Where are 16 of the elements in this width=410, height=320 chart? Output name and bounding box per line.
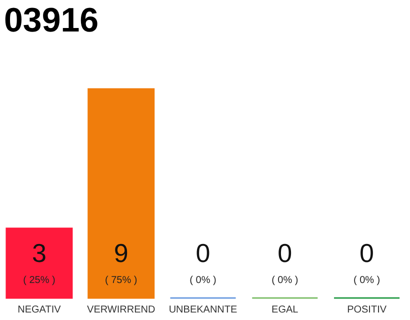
annotation: ( 75% ) [104,275,138,286]
data-label: 0 [360,238,374,268]
x-tick-label: POSITIV [347,304,387,316]
data-label: 9 [114,238,128,268]
x-tick-label: UNBEKANNTE [168,304,238,316]
x-tick-label: NEGATIV [18,304,62,316]
data-label: 3 [32,238,46,268]
annotation: ( 0% ) [353,275,380,286]
x-tick-label: EGAL [272,304,299,316]
data-label: 0 [196,238,210,268]
x-tick-label: VERWIRREND [87,304,156,316]
annotation: ( 25% ) [23,275,56,286]
annotation: ( 0% ) [272,275,298,286]
annotation: ( 0% ) [190,275,216,286]
data-label: 0 [278,238,292,268]
chart-title: 03916 [4,1,99,40]
